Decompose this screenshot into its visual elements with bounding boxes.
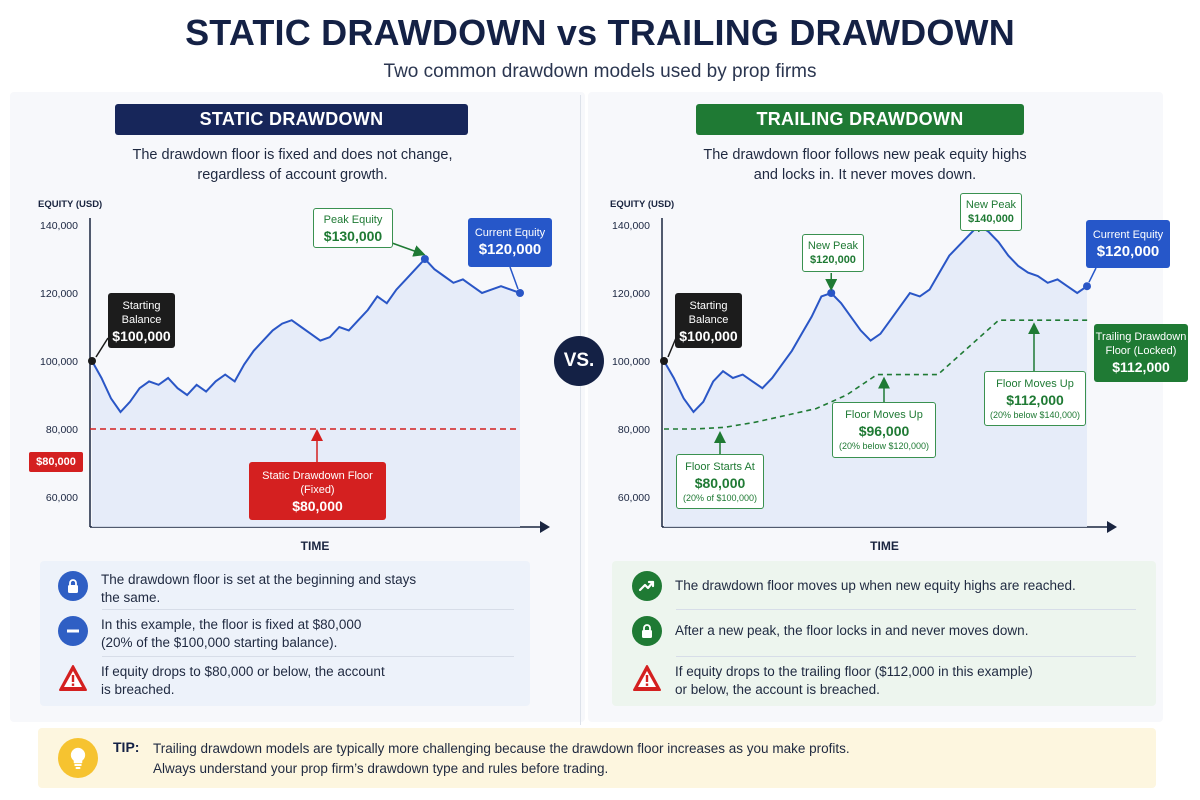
y-axis-label: EQUITY (USD) (38, 199, 102, 210)
y-tick-label: 120,000 (40, 288, 78, 300)
trailing-new-peak-2-label: New Peak $140,000 (960, 193, 1022, 231)
tip-label: TIP: (113, 739, 140, 755)
y-tick-label: 140,000 (612, 220, 650, 232)
warning-icon (632, 663, 662, 693)
peak-1-point (827, 289, 836, 297)
equity-line (663, 223, 1088, 414)
static-floor-label: Static Drawdown Floor (Fixed) $80,000 (249, 462, 386, 520)
minus-icon (58, 616, 88, 646)
tip-box: TIP: Trailing drawdown models are typica… (38, 728, 1156, 788)
y-tick-label: 80,000 (618, 424, 650, 436)
trailing-info-box: The drawdown floor moves up when new equ… (612, 561, 1156, 706)
y-axis-label: EQUITY (USD) (610, 199, 674, 210)
static-floor-tag: $80,000 (29, 452, 83, 472)
static-info-separator (102, 656, 514, 657)
y-tick-label: 100,000 (612, 356, 650, 368)
trailing-floor-up-1-label: Floor Moves Up $96,000 (20% below $120,0… (832, 402, 936, 458)
static-info-box: The drawdown floor is set at the beginni… (40, 561, 530, 706)
lock-icon (632, 616, 662, 646)
y-tick-label: 60,000 (618, 492, 650, 504)
trailing-starting-balance-label: Starting Balance $100,000 (675, 293, 742, 348)
trailing-info-row: The drawdown floor moves up when new equ… (632, 571, 1076, 601)
static-drawdown-heading: STATIC DRAWDOWN (115, 104, 468, 135)
equity-area (664, 225, 1087, 527)
static-current-equity-label: Current Equity $120,000 (468, 218, 552, 267)
x-axis-label: TIME (301, 539, 330, 553)
start-point (660, 357, 668, 365)
vs-badge: VS. (554, 336, 604, 386)
lightbulb-icon (58, 738, 98, 778)
x-axis-arrow (540, 521, 550, 533)
x-axis-label: TIME (870, 539, 899, 553)
current-connector (509, 266, 519, 290)
static-chart: EQUITY (USD) 140,000 120,000 100,000 80,000 6… (38, 199, 550, 553)
current-point (516, 289, 524, 297)
start-point (88, 357, 96, 365)
static-info-row: The drawdown floor is set at the beginni… (58, 571, 416, 607)
trailing-info-row: After a new peak, the floor locks in and… (632, 616, 1028, 646)
trailing-locked-floor-label: Trailing Drawdown Floor (Locked) $112,00… (1094, 324, 1188, 382)
y-tick-label: 80,000 (46, 424, 78, 436)
y-tick-label: 60,000 (46, 492, 78, 504)
warning-icon (58, 663, 88, 693)
trailing-floor-up-2-label: Floor Moves Up $112,000 (20% below $140,… (984, 371, 1086, 426)
trailing-drawdown-heading: TRAILING DRAWDOWN (696, 104, 1024, 135)
lock-icon (58, 571, 88, 601)
static-info-row: If equity drops to $80,000 or below, the… (58, 663, 385, 699)
x-axis-arrow (1107, 521, 1117, 533)
current-point (1083, 282, 1091, 291)
trailing-info-separator (676, 609, 1136, 610)
static-starting-balance-label: Starting Balance $100,000 (108, 293, 175, 348)
y-tick-label: 140,000 (40, 220, 78, 232)
panel-divider (580, 95, 581, 725)
peak-arrow (391, 242, 426, 257)
y-tick-label: 120,000 (612, 288, 650, 300)
static-peak-equity-label: Peak Equity $130,000 (313, 208, 393, 248)
tip-text: Trailing drawdown models are typically m… (153, 741, 850, 776)
trailing-new-peak-1-label: New Peak $120,000 (802, 234, 864, 272)
page-subtitle: Two common drawdown models used by prop … (383, 61, 817, 82)
trailing-description: The drawdown floor follows new peak equi… (703, 147, 1027, 183)
trailing-info-row: If equity drops to the trailing floor ($… (632, 663, 1033, 699)
y-tick-label: 100,000 (40, 356, 78, 368)
trailing-chart: EQUITY (USD) 140,000 120,000 100,000 80,000 6… (610, 199, 1117, 553)
start-connector (95, 337, 109, 358)
trailing-floor-start-label: Floor Starts At $80,000 (20% of $100,000… (676, 454, 764, 509)
trailing-info-separator (676, 656, 1136, 657)
equity-area (92, 259, 520, 527)
static-info-separator (102, 609, 514, 610)
current-connector (1088, 267, 1097, 283)
trailing-current-equity-label: Current Equity $120,000 (1086, 220, 1170, 268)
equity-line (91, 257, 521, 414)
static-info-row: In this example, the floor is fixed at $… (58, 616, 361, 652)
static-description: The drawdown floor is fixed and does not… (132, 147, 453, 183)
trending-up-icon (632, 571, 662, 601)
peak-point (420, 255, 429, 263)
page-title: STATIC DRAWDOWN vs TRAILING DRAWDOWN (185, 12, 1015, 53)
start-connector (667, 337, 677, 358)
